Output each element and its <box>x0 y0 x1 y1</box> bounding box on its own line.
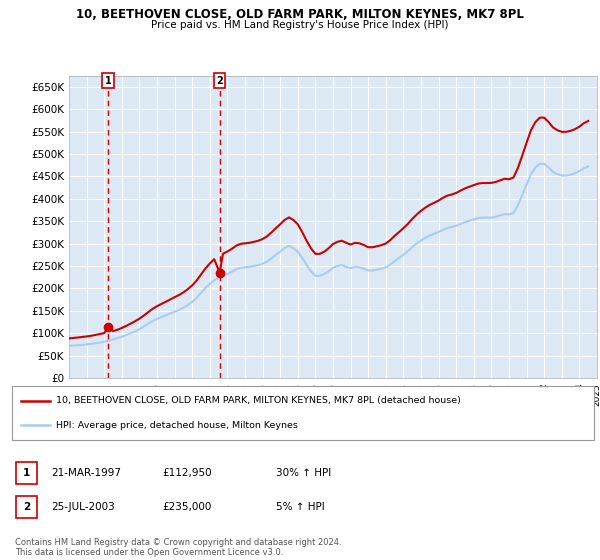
Text: 2: 2 <box>23 502 30 512</box>
Text: 30% ↑ HPI: 30% ↑ HPI <box>276 468 331 478</box>
Text: £235,000: £235,000 <box>162 502 211 512</box>
Text: 1: 1 <box>23 468 30 478</box>
Text: HPI: Average price, detached house, Milton Keynes: HPI: Average price, detached house, Milt… <box>56 421 298 430</box>
Text: 21-MAR-1997: 21-MAR-1997 <box>51 468 121 478</box>
Text: 25-JUL-2003: 25-JUL-2003 <box>51 502 115 512</box>
Text: 2: 2 <box>216 76 223 86</box>
Text: 1: 1 <box>104 76 112 86</box>
Text: Price paid vs. HM Land Registry's House Price Index (HPI): Price paid vs. HM Land Registry's House … <box>151 20 449 30</box>
Text: Contains HM Land Registry data © Crown copyright and database right 2024.
This d: Contains HM Land Registry data © Crown c… <box>15 538 341 557</box>
Text: 10, BEETHOVEN CLOSE, OLD FARM PARK, MILTON KEYNES, MK7 8PL: 10, BEETHOVEN CLOSE, OLD FARM PARK, MILT… <box>76 8 524 21</box>
Text: 10, BEETHOVEN CLOSE, OLD FARM PARK, MILTON KEYNES, MK7 8PL (detached house): 10, BEETHOVEN CLOSE, OLD FARM PARK, MILT… <box>56 396 461 405</box>
Text: 5% ↑ HPI: 5% ↑ HPI <box>276 502 325 512</box>
Text: £112,950: £112,950 <box>162 468 212 478</box>
